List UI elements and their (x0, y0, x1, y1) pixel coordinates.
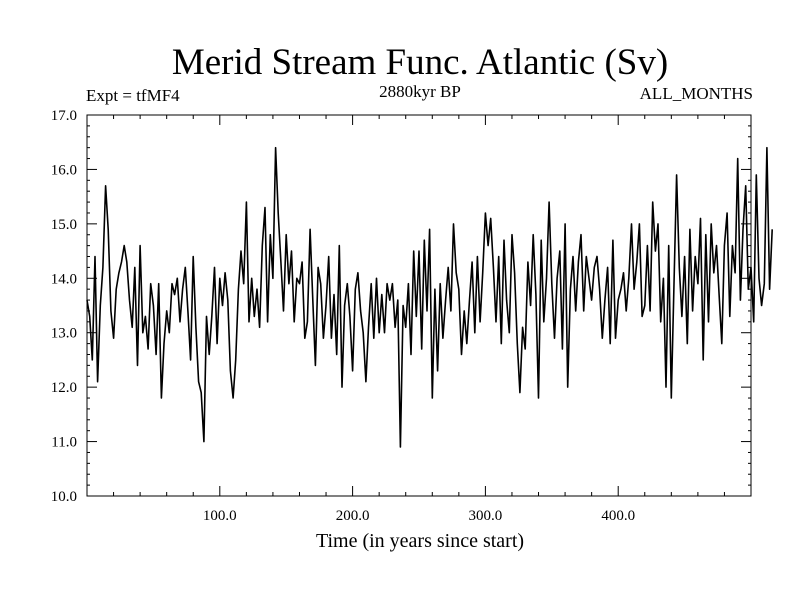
y-tick-labels: 10.0 11.0 12.0 13.0 14.0 15.0 16.0 17.0 (51, 108, 77, 505)
y-tick-label: 11.0 (51, 435, 77, 451)
x-tick-label: 200.0 (336, 508, 370, 524)
y-tick-label: 10.0 (51, 489, 77, 505)
period-label: 2880kyr BP (379, 82, 461, 101)
y-tick-label: 12.0 (51, 380, 77, 396)
y-tick-label: 15.0 (51, 217, 77, 233)
months-label: ALL_MONTHS (640, 84, 753, 103)
x-tick-label: 400.0 (601, 508, 635, 524)
experiment-label: Expt = tfMF4 (86, 86, 180, 105)
x-axis-label: Time (in years since start) (316, 530, 524, 552)
x-tick-label: 300.0 (469, 508, 503, 524)
series-layer (86, 146, 773, 448)
x-tick-label: 100.0 (203, 508, 237, 524)
chart-title: Merid Stream Func. Atlantic (Sv) (172, 42, 668, 83)
plot-frame (86, 114, 752, 497)
series-line (86, 146, 773, 448)
y-tick-label: 16.0 (51, 162, 77, 178)
y-tick-label: 13.0 (51, 326, 77, 342)
axis-ticks (87, 114, 751, 497)
x-tick-labels: 100.0 200.0 300.0 400.0 (203, 508, 635, 524)
y-tick-label: 14.0 (51, 271, 77, 287)
y-tick-label: 17.0 (51, 108, 77, 124)
